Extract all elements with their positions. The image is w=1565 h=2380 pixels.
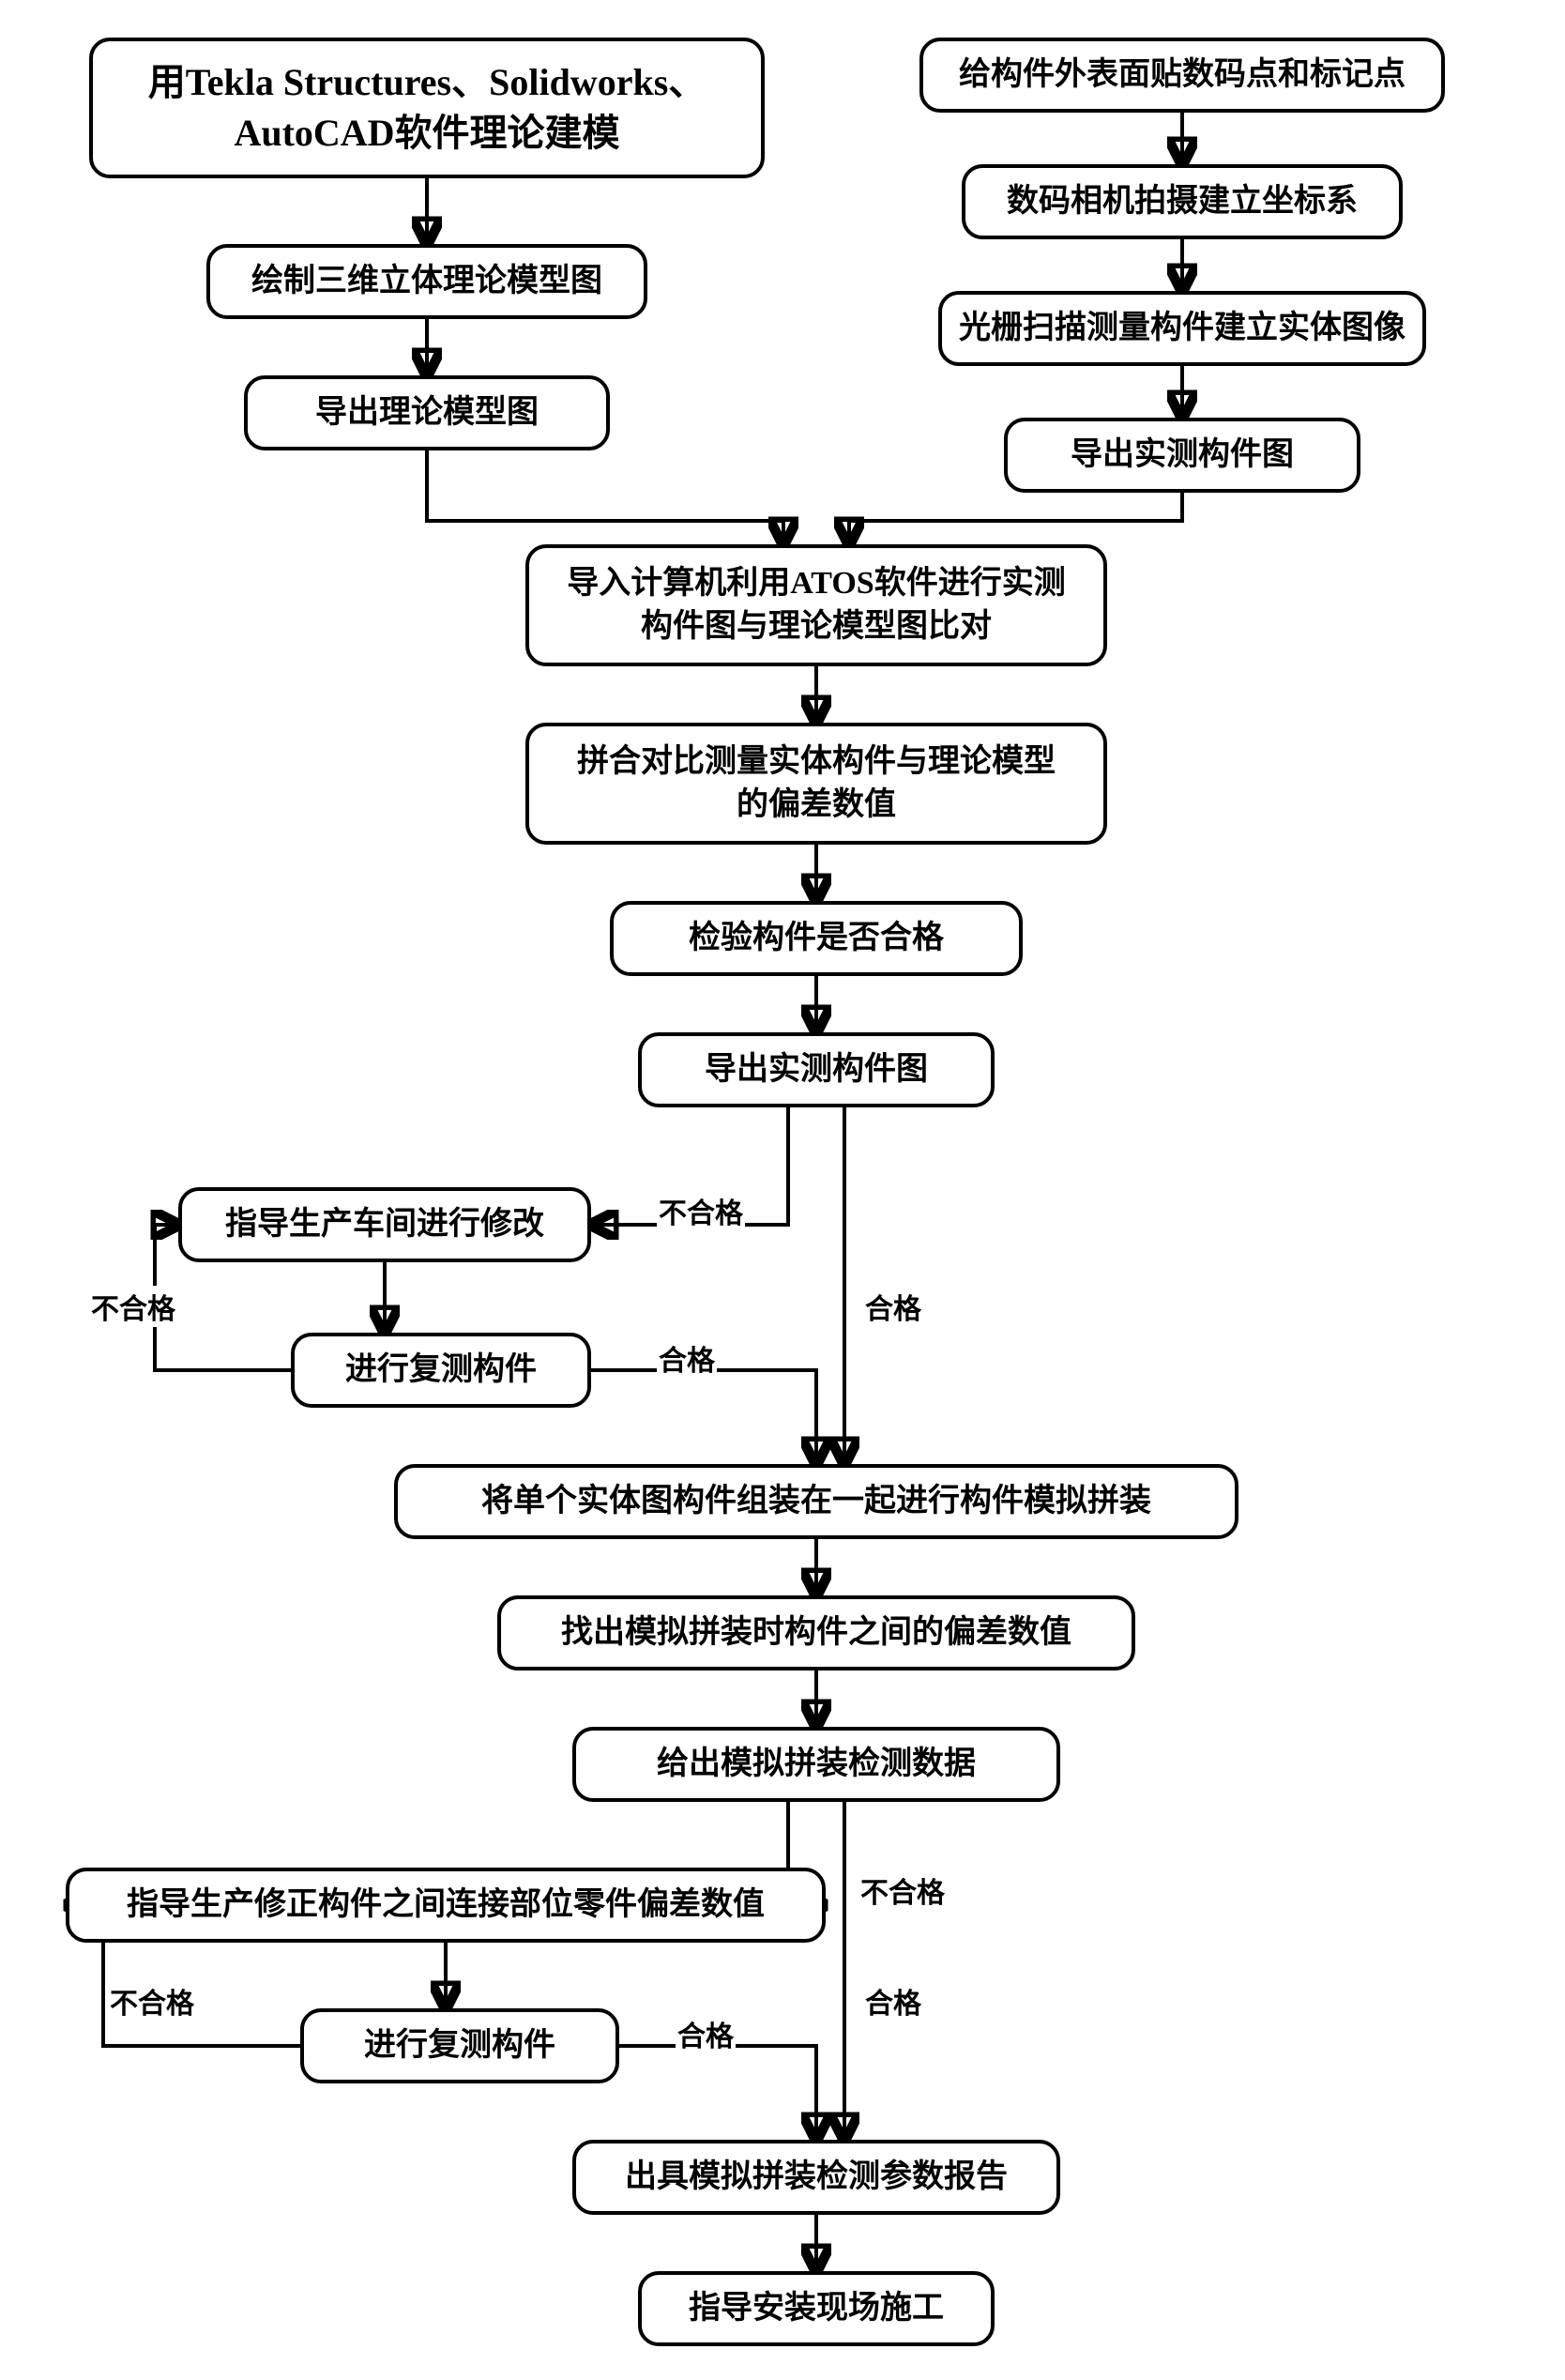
node-m9: 指导安装现场施工: [638, 2271, 995, 2346]
node-label: 进行复测构件: [345, 1349, 537, 1392]
edge-label: 不合格: [108, 1980, 196, 2021]
edge-label: 合格: [676, 2013, 736, 2054]
node-m2: 拼合对比测量实体构件与理论模型的偏差数值: [525, 723, 1107, 845]
edge-label: 不合格: [89, 1286, 177, 1327]
node-m7: 给出模拟拼装检测数据: [572, 1727, 1060, 1802]
node-label: 检验构件是否合格: [689, 917, 944, 960]
node-m4: 导出实测构件图: [638, 1032, 995, 1107]
node-m8: 出具模拟拼装检测参数报告: [572, 2140, 1060, 2215]
node-label: 光栅扫描测量构件建立实体图像: [959, 307, 1405, 350]
edge-label: 合格: [657, 1337, 717, 1379]
edge-label: 不合格: [657, 1190, 745, 1231]
node-label: 给构件外表面贴数码点和标记点: [959, 53, 1405, 97]
node-label: 将单个实体图构件组装在一起进行构件模拟拼装: [481, 1480, 1151, 1523]
node-c2: 进行复测构件: [300, 2008, 619, 2083]
node-r2: 数码相机拍摄建立坐标系: [962, 164, 1403, 239]
node-n3: 导出理论模型图: [244, 375, 610, 450]
node-label: 导出理论模型图: [315, 391, 539, 435]
edge-label: 不合格: [858, 1869, 947, 1911]
edge-label: 合格: [863, 1286, 923, 1327]
node-label: 指导生产修正构件之间连接部位零件偏差数值: [127, 1884, 765, 1927]
node-label: 出具模拟拼装检测参数报告: [625, 2156, 1008, 2199]
node-r1: 给构件外表面贴数码点和标记点: [919, 38, 1445, 113]
node-label: 找出模拟拼装时构件之间的偏差数值: [561, 1611, 1071, 1655]
node-b2: 进行复测构件: [291, 1333, 591, 1408]
node-label: 进行复测构件: [364, 2024, 555, 2067]
node-m1: 导入计算机利用ATOS软件进行实测构件图与理论模型图比对: [525, 544, 1107, 666]
node-label: 绘制三维立体理论模型图: [251, 260, 602, 303]
node-m3: 检验构件是否合格: [610, 901, 1023, 976]
node-m5: 将单个实体图构件组装在一起进行构件模拟拼装: [394, 1464, 1238, 1539]
node-r3: 光栅扫描测量构件建立实体图像: [938, 291, 1426, 366]
node-c1: 指导生产修正构件之间连接部位零件偏差数值: [66, 1868, 826, 1943]
node-label: 数码相机拍摄建立坐标系: [1007, 180, 1358, 223]
node-b1: 指导生产车间进行修改: [178, 1187, 591, 1262]
edge-label: 合格: [863, 1980, 923, 2021]
node-label: 导入计算机利用ATOS软件进行实测构件图与理论模型图比对: [567, 562, 1065, 648]
node-r4: 导出实测构件图: [1004, 418, 1360, 493]
node-n2: 绘制三维立体理论模型图: [206, 244, 647, 319]
node-label: 拼合对比测量实体构件与理论模型的偏差数值: [577, 740, 1056, 827]
node-label: 给出模拟拼装检测数据: [657, 1743, 976, 1786]
node-label: 导出实测构件图: [705, 1048, 928, 1091]
node-n1: 用Tekla Structures、Solidworks、AutoCAD软件理论…: [89, 38, 765, 178]
node-label: 用Tekla Structures、Solidworks、AutoCAD软件理论…: [148, 57, 707, 159]
node-label: 指导安装现场施工: [689, 2287, 944, 2330]
node-label: 指导生产车间进行修改: [225, 1203, 544, 1246]
node-m6: 找出模拟拼装时构件之间的偏差数值: [497, 1595, 1135, 1671]
node-label: 导出实测构件图: [1071, 434, 1294, 477]
flowchart-canvas: 用Tekla Structures、Solidworks、AutoCAD软件理论…: [0, 0, 1565, 2380]
